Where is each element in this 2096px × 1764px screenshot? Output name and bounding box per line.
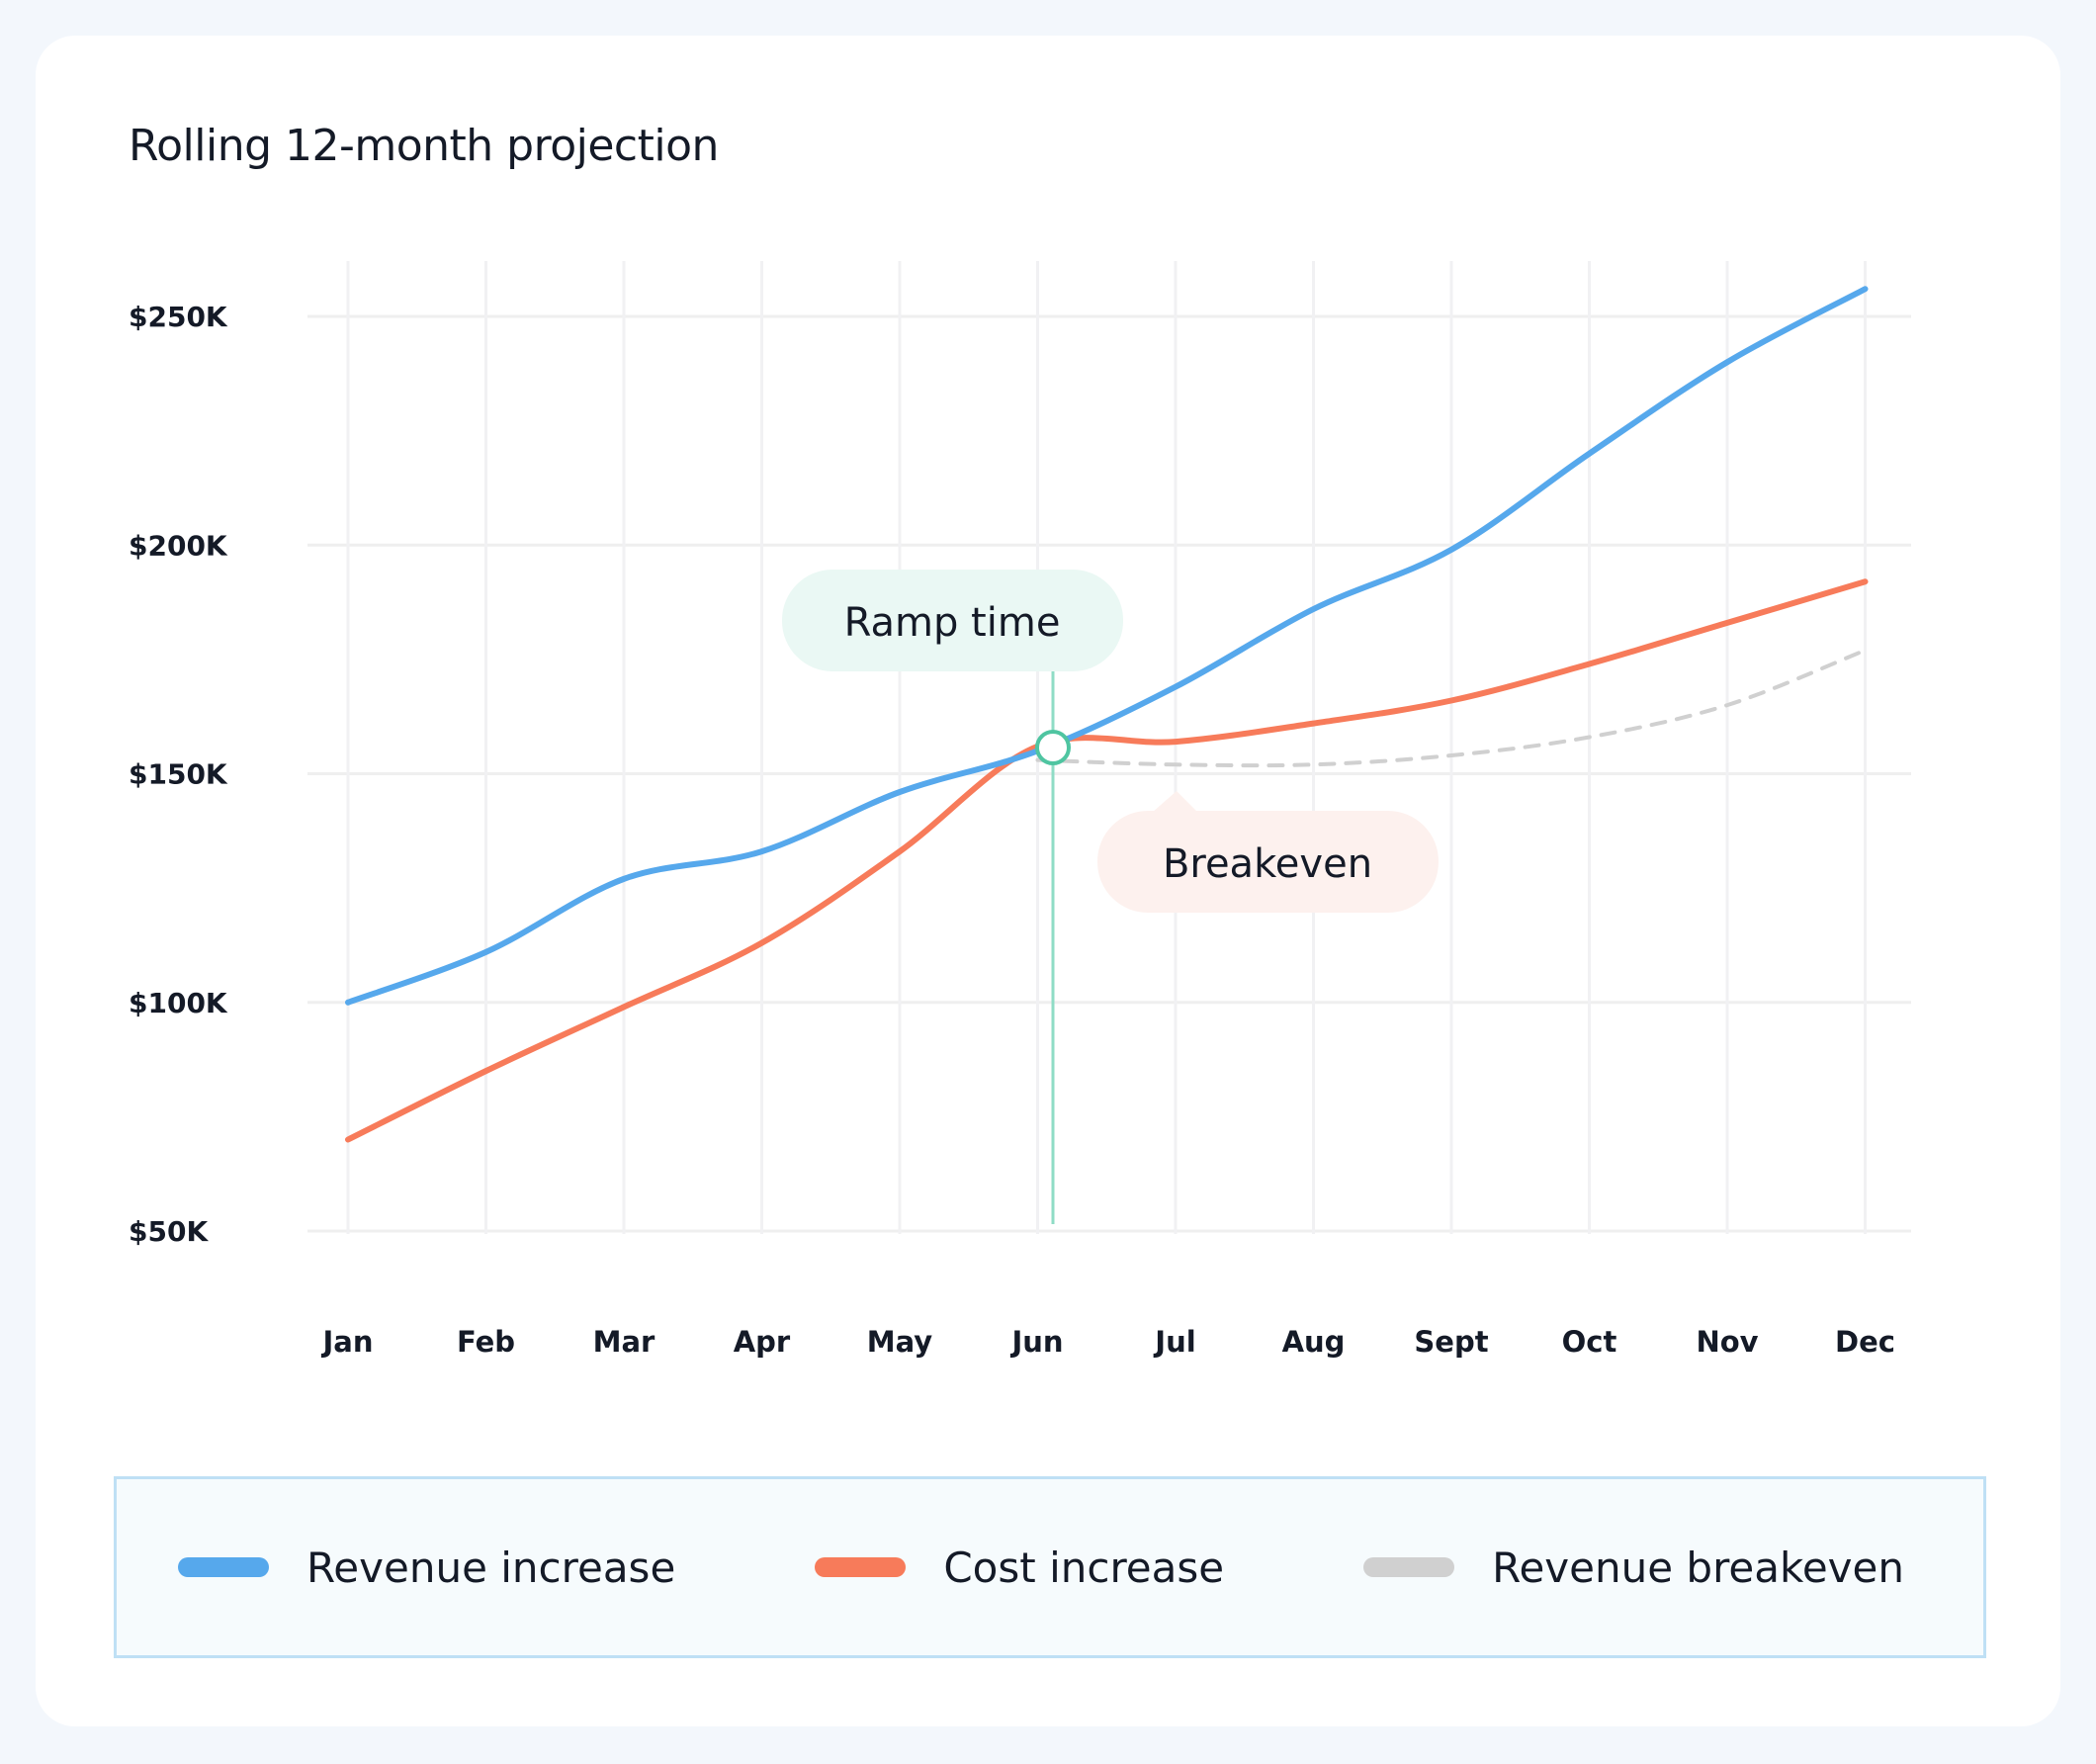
series-line-revenue-increase <box>345 286 1869 1006</box>
series-line-cost-increase <box>345 578 1869 1143</box>
x-tick-label: Dec <box>1835 1325 1895 1359</box>
y-tick-label: $100K <box>129 987 228 1019</box>
cost-swatch <box>815 1557 907 1577</box>
legend-label: Cost increase <box>943 1543 1225 1592</box>
breakeven-label: Breakeven <box>1163 841 1372 887</box>
legend-item-breakeven: Revenue breakeven <box>1363 1544 1904 1592</box>
x-tick-label: Jun <box>1009 1325 1063 1359</box>
legend: Revenue increase Cost increase Revenue b… <box>114 1476 1986 1658</box>
x-tick-label: Oct <box>1562 1325 1617 1359</box>
ramp-time-callout: Ramp time <box>782 570 1123 671</box>
y-tick-label: $250K <box>129 301 228 333</box>
x-tick-label: Feb <box>457 1325 515 1359</box>
legend-label: Revenue breakeven <box>1492 1543 1904 1592</box>
x-tick-label: Jul <box>1153 1325 1195 1359</box>
x-tick-label: Mar <box>593 1325 655 1359</box>
x-tick-label: Sept <box>1414 1325 1488 1359</box>
legend-label: Revenue increase <box>306 1543 676 1592</box>
chart-title: Rolling 12-month projection <box>129 121 719 171</box>
y-tick-label: $200K <box>129 529 228 562</box>
ramp-time-label: Ramp time <box>844 600 1061 646</box>
legend-item-revenue: Revenue increase <box>178 1544 675 1592</box>
series-line-revenue-breakeven <box>1035 648 1868 768</box>
x-tick-label: Jan <box>320 1325 373 1359</box>
revenue-swatch <box>178 1557 269 1577</box>
y-tick-label: $150K <box>129 758 228 791</box>
x-tick-label: May <box>867 1325 933 1359</box>
y-tick-label: $50K <box>129 1215 209 1248</box>
x-tick-label: Nov <box>1696 1325 1758 1359</box>
breakeven-callout: Breakeven <box>1097 791 1439 913</box>
breakeven-marker <box>1035 730 1071 765</box>
x-tick-label: Apr <box>734 1325 791 1359</box>
x-tick-label: Aug <box>1282 1325 1346 1359</box>
breakeven-swatch <box>1363 1557 1455 1577</box>
legend-item-cost: Cost increase <box>815 1544 1224 1592</box>
